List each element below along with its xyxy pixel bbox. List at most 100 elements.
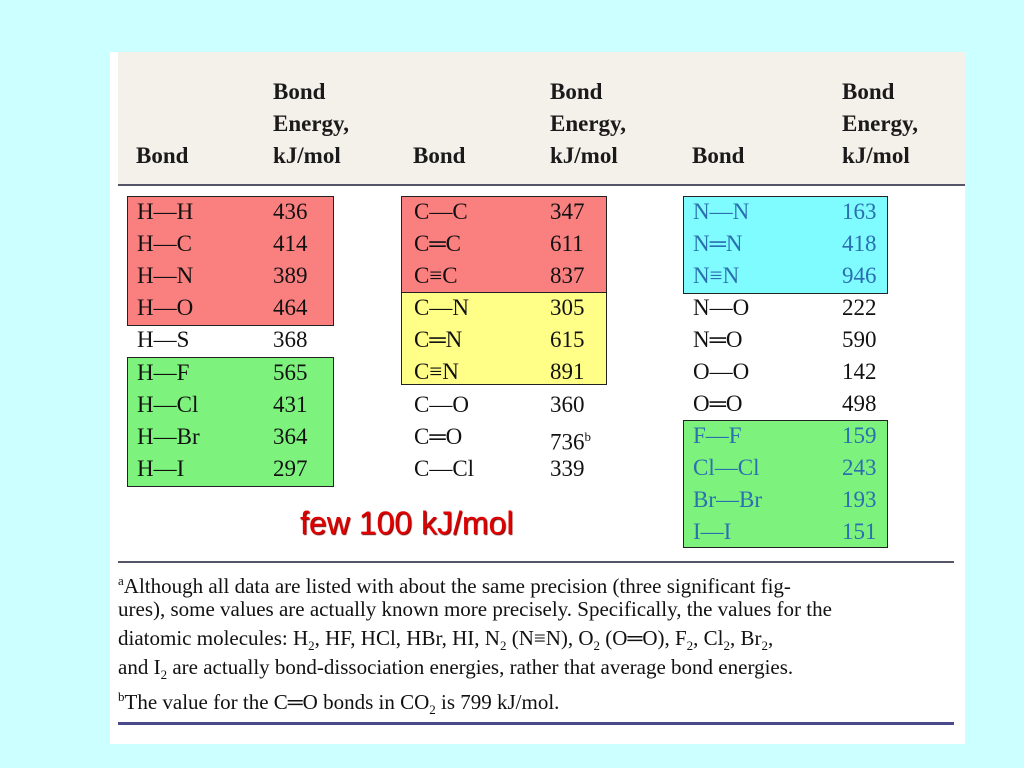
highlight-n-n bbox=[683, 196, 888, 294]
table-final-rule bbox=[118, 722, 954, 725]
bond-label: Br—Br bbox=[693, 487, 762, 512]
fn3-d: (O═O), F bbox=[600, 626, 687, 650]
footnote-b-marker: b bbox=[118, 689, 125, 704]
bond-energy: 222 bbox=[842, 295, 877, 320]
footnote-a-line-1: aAlthough all data are listed with about… bbox=[118, 566, 791, 601]
table-bottom-rule bbox=[118, 561, 954, 563]
fn3-f: , Br bbox=[730, 626, 762, 650]
bond-label: H—C bbox=[137, 231, 192, 256]
bond-energy: 159 bbox=[842, 423, 877, 448]
subscript-2: 2 bbox=[723, 638, 731, 654]
bond-label: H—Cl bbox=[137, 392, 199, 417]
footnote-b: bThe value for the C═O bonds in CO2 is 7… bbox=[118, 682, 559, 724]
bond-label: H—H bbox=[137, 199, 194, 224]
bond-label: C═N bbox=[414, 327, 463, 352]
bond-energy: 464 bbox=[273, 295, 308, 320]
bond-label: N═N bbox=[693, 231, 743, 256]
bond-energy: 431 bbox=[273, 392, 308, 417]
bond-energy: 364 bbox=[273, 424, 308, 449]
footnote-a-text-1: Although all data are listed with about … bbox=[123, 574, 791, 598]
bond-energy: 193 bbox=[842, 487, 877, 512]
subscript-2: 2 bbox=[761, 638, 769, 654]
fn4-a: and I bbox=[118, 655, 161, 679]
fnb-a: The value for the C═O bonds in CO bbox=[124, 690, 430, 714]
fn3-a: diatomic molecules: H bbox=[118, 626, 309, 650]
header-bond-1: Bond bbox=[136, 143, 189, 168]
header-bond-3: Bond bbox=[692, 143, 745, 168]
footnote-ref-b: b bbox=[584, 429, 592, 444]
bond-energy: 611 bbox=[550, 231, 584, 256]
bond-energy: 837 bbox=[550, 263, 585, 288]
fn3-c: (N≡N), O bbox=[506, 626, 594, 650]
callout-text: few 100 kJ/mol bbox=[300, 505, 514, 541]
highlight-h-halogen bbox=[127, 357, 334, 487]
bond-energy: 151 bbox=[842, 519, 877, 544]
bond-energy: 389 bbox=[273, 263, 308, 288]
bond-label: F—F bbox=[693, 423, 742, 448]
bond-energy: 736b bbox=[550, 421, 591, 459]
fn4-b: are actually bond-dissociation energies,… bbox=[167, 655, 794, 679]
bond-energy: 418 bbox=[842, 231, 877, 256]
bond-label: C═C bbox=[414, 231, 461, 256]
bond-energy: 347 bbox=[550, 199, 585, 224]
bond-energy: 297 bbox=[273, 456, 308, 481]
footnote-a-line-3: diatomic molecules: H2, HF, HCl, HBr, HI… bbox=[118, 624, 773, 660]
fn3-e: , Cl bbox=[693, 626, 724, 650]
bond-label: H—Br bbox=[137, 424, 200, 449]
bond-energy: 163 bbox=[842, 199, 877, 224]
bond-label: H—I bbox=[137, 456, 185, 481]
subscript-2: 2 bbox=[160, 667, 168, 683]
highlight-c-c bbox=[401, 196, 607, 294]
table-header bbox=[118, 52, 965, 186]
bond-energy: 946 bbox=[842, 263, 877, 288]
bond-energy: 590 bbox=[842, 327, 877, 352]
bond-label: N—O bbox=[693, 295, 750, 320]
bond-label: N≡N bbox=[693, 263, 740, 288]
bond-label: C—N bbox=[414, 295, 469, 320]
highlight-c-n bbox=[401, 292, 607, 385]
bond-label: N—N bbox=[693, 199, 750, 224]
fn3-b: , HF, HCl, HBr, HI, N bbox=[314, 626, 500, 650]
bond-energy: 615 bbox=[550, 327, 585, 352]
bond-energy: 436 bbox=[273, 199, 308, 224]
bond-label: O—O bbox=[693, 359, 750, 384]
header-energy-3: Bond Energy, kJ/mol bbox=[842, 79, 919, 168]
subscript-2: 2 bbox=[308, 638, 315, 654]
footnote-a-marker: a bbox=[118, 573, 124, 588]
header-energy-2: Bond Energy, kJ/mol bbox=[550, 79, 627, 168]
bond-label: I—I bbox=[693, 519, 732, 544]
bond-energy: 891 bbox=[550, 359, 585, 384]
highlight-halogens bbox=[683, 420, 888, 548]
bond-label: C≡C bbox=[414, 263, 458, 288]
bond-energy: 305 bbox=[550, 295, 585, 320]
bond-energy: 339 bbox=[550, 456, 585, 481]
bond-energy: 360 bbox=[550, 392, 585, 417]
subscript-2: 2 bbox=[499, 638, 507, 654]
bond-energy: 243 bbox=[842, 455, 877, 480]
bond-energy-value: 736 bbox=[550, 429, 585, 455]
bond-label: C—C bbox=[414, 199, 468, 224]
bond-energy: 414 bbox=[273, 231, 308, 256]
footnote-a-line-2: ures), some values are actually known mo… bbox=[118, 597, 832, 621]
bond-label: C—Cl bbox=[414, 456, 475, 481]
header-energy-1: Bond Energy, kJ/mol bbox=[273, 79, 350, 168]
bond-energy: 565 bbox=[273, 360, 308, 385]
bond-label: H—O bbox=[137, 295, 194, 320]
subscript-2: 2 bbox=[593, 638, 601, 654]
fnb-b: is 799 kJ/mol. bbox=[435, 690, 560, 714]
bond-energy: 142 bbox=[842, 359, 877, 384]
bond-label: H—N bbox=[137, 263, 194, 288]
subscript-2: 2 bbox=[429, 702, 436, 718]
bond-label: N═O bbox=[693, 327, 743, 352]
bond-label: C═O bbox=[414, 424, 463, 449]
header-bond-2: Bond bbox=[413, 143, 466, 168]
fn3-g: , bbox=[768, 626, 774, 650]
bond-label: H—F bbox=[137, 360, 190, 385]
bond-energy: 498 bbox=[842, 391, 877, 416]
bond-label: O═O bbox=[693, 391, 743, 416]
highlight-h-bonds bbox=[127, 196, 334, 326]
footnote-a-line-4: and I2 are actually bond-dissociation en… bbox=[118, 653, 793, 689]
bond-label: H—S bbox=[137, 327, 190, 352]
bond-label: C—O bbox=[414, 392, 469, 417]
bond-energy: 368 bbox=[273, 327, 308, 352]
